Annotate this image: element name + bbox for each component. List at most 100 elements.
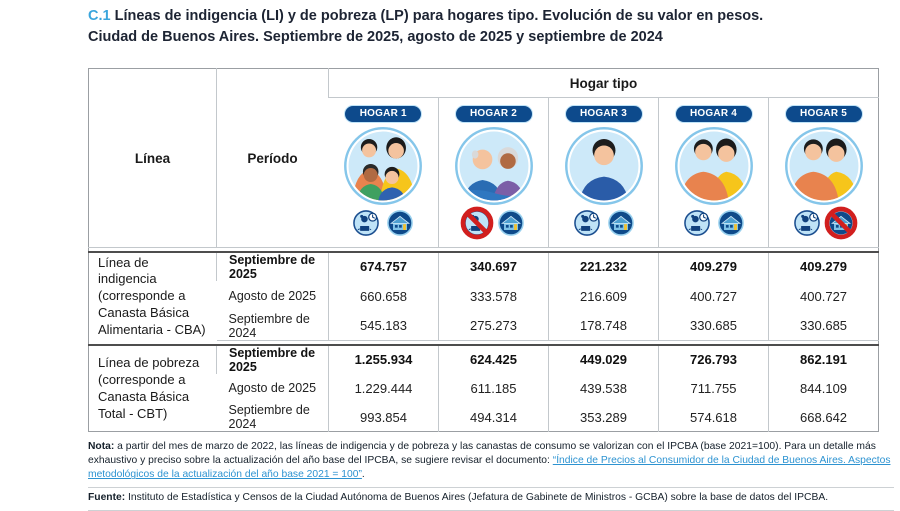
poverty-line-group: Línea de pobreza (corresponde a Canasta … [88,340,879,432]
value-cell: 330.685 [658,311,769,342]
hogar-badge: HOGAR 4 [674,105,753,123]
value-cell: 611.185 [438,373,549,403]
work-income-icon [793,209,821,237]
household-header-2: HOGAR 2 [438,97,549,248]
title-line1: Líneas de indigencia (LI) y de pobreza (… [114,8,764,24]
period-cell: Septiembre de 2024 [216,311,329,342]
column-header-linea: Línea [88,68,217,248]
value-cell: 340.697 [438,251,549,282]
data-table: Línea Período Hogar tipo HOGAR 1 [88,68,880,433]
poverty-line-label: Línea de pobreza (corresponde a Canasta … [98,354,200,421]
nota-text-suffix: . [361,469,365,481]
worker-with-clock-icon [683,210,710,236]
table-row: Agosto de 2025 1.229.444 611.185 439.538… [89,373,879,403]
table-row: Línea de indigencia (corresponde a Canas… [89,251,879,337]
value-cell: 409.279 [767,251,879,282]
house-icon [607,210,634,236]
value-cell: 726.793 [658,344,769,374]
household-header-1: HOGAR 1 [328,97,439,248]
table-row: Septiembre de 2024 993.854 494.314 353.2… [89,402,879,432]
housing-cost-icon [717,209,745,237]
value-cell: 993.854 [328,402,439,432]
house-icon [497,210,524,236]
value-cell: 1.229.444 [328,373,439,403]
value-cell: 439.538 [548,373,659,403]
work-income-icon [683,209,711,237]
value-cell: 660.658 [328,281,439,312]
value-cell: 409.279 [658,251,769,282]
column-group-header-hogar-tipo: Hogar tipo [327,68,879,98]
no-work-income-icon [460,206,493,240]
value-cell: 178.748 [548,311,659,342]
worker-with-clock-icon [793,210,820,236]
value-cell: 668.642 [767,402,879,432]
value-cell: 333.578 [438,281,549,312]
household-header-5: HOGAR 5 [767,97,879,248]
nota-paragraph: Nota: a partir del mes de marzo de 2022,… [88,440,894,488]
table-row: Línea de pobreza (corresponde a Canasta … [89,344,879,421]
value-cell: 275.273 [438,311,549,342]
value-cell: 545.183 [328,311,439,342]
housing-cost-icon [607,209,635,237]
housing-cost-icon [386,209,414,237]
prohibition-icon [460,206,493,240]
table-row: Agosto de 2025 660.658 333.578 216.609 4… [89,281,879,312]
couple-illustration [674,127,753,205]
period-cell: Septiembre de 2025 [216,344,329,374]
value-cell: 574.618 [658,402,769,432]
fuente-text: Instituto de Estadística y Censos de la … [125,491,829,503]
period-cell: Septiembre de 2025 [216,251,329,282]
nota-label: Nota: [88,441,115,452]
household-header-4: HOGAR 4 [658,97,769,248]
value-cell: 494.314 [438,402,549,432]
couple-illustration [784,127,863,205]
indigence-line-label: Línea de indigencia (corresponde a Canas… [98,254,206,338]
prohibition-icon [824,206,857,240]
value-cell: 353.289 [548,402,659,432]
work-income-icon [573,209,601,237]
page-title: C.1 Líneas de indigencia (LI) y de pobre… [88,6,900,48]
value-cell: 674.757 [328,251,439,282]
hogar-badge: HOGAR 3 [564,105,643,123]
value-cell: 216.609 [548,281,659,312]
value-cell: 862.191 [767,344,879,374]
value-cell: 711.755 [658,373,769,403]
hogar-badge: HOGAR 2 [454,105,533,123]
document-link[interactable]: “Índice de Precios al Consumidor de la C… [88,455,891,481]
period-cell: Agosto de 2025 [228,289,317,304]
value-cell: 1.255.934 [328,344,439,374]
value-cell: 330.685 [767,311,879,342]
worker-with-clock-icon [353,210,380,236]
value-cell: 400.727 [658,281,769,312]
hogar-badge: HOGAR 1 [344,105,423,123]
column-header-periodo: Período [216,68,329,248]
value-cell: 449.029 [548,344,659,374]
work-income-icon [352,209,380,237]
single-adult-illustration [564,127,643,205]
housing-cost-icon [497,209,525,237]
fuente-label: Fuente: [88,491,126,503]
house-icon [717,210,744,236]
section-divider [88,247,879,253]
period-cell: Septiembre de 2024 [228,403,310,432]
value-cell: 400.727 [767,281,879,312]
nota-text: a partir del mes de marzo de 2022, las l… [88,441,876,467]
title-line2: Ciudad de Buenos Aires. Septiembre de 20… [88,29,663,46]
footnotes: Nota: a partir del mes de marzo de 2022,… [88,440,894,511]
figure-number: C.1 [88,8,111,24]
section-divider [88,340,879,346]
period-cell: Agosto de 2025 [228,381,317,396]
value-cell: 221.232 [548,251,659,282]
table-row: Septiembre de 2024 545.183 275.273 178.7… [89,311,879,342]
worker-with-clock-icon [573,210,600,236]
house-icon [387,210,414,236]
hogar-badge: HOGAR 5 [784,105,863,123]
no-housing-cost-icon [824,206,857,240]
value-cell: 844.109 [767,373,879,403]
value-cell: 624.425 [438,344,549,374]
indigence-line-group: Línea de indigencia (corresponde a Canas… [88,247,879,342]
household-header-3: HOGAR 3 [548,97,659,248]
elderly-couple-illustration [454,127,533,205]
family-of-four-illustration [344,127,423,205]
